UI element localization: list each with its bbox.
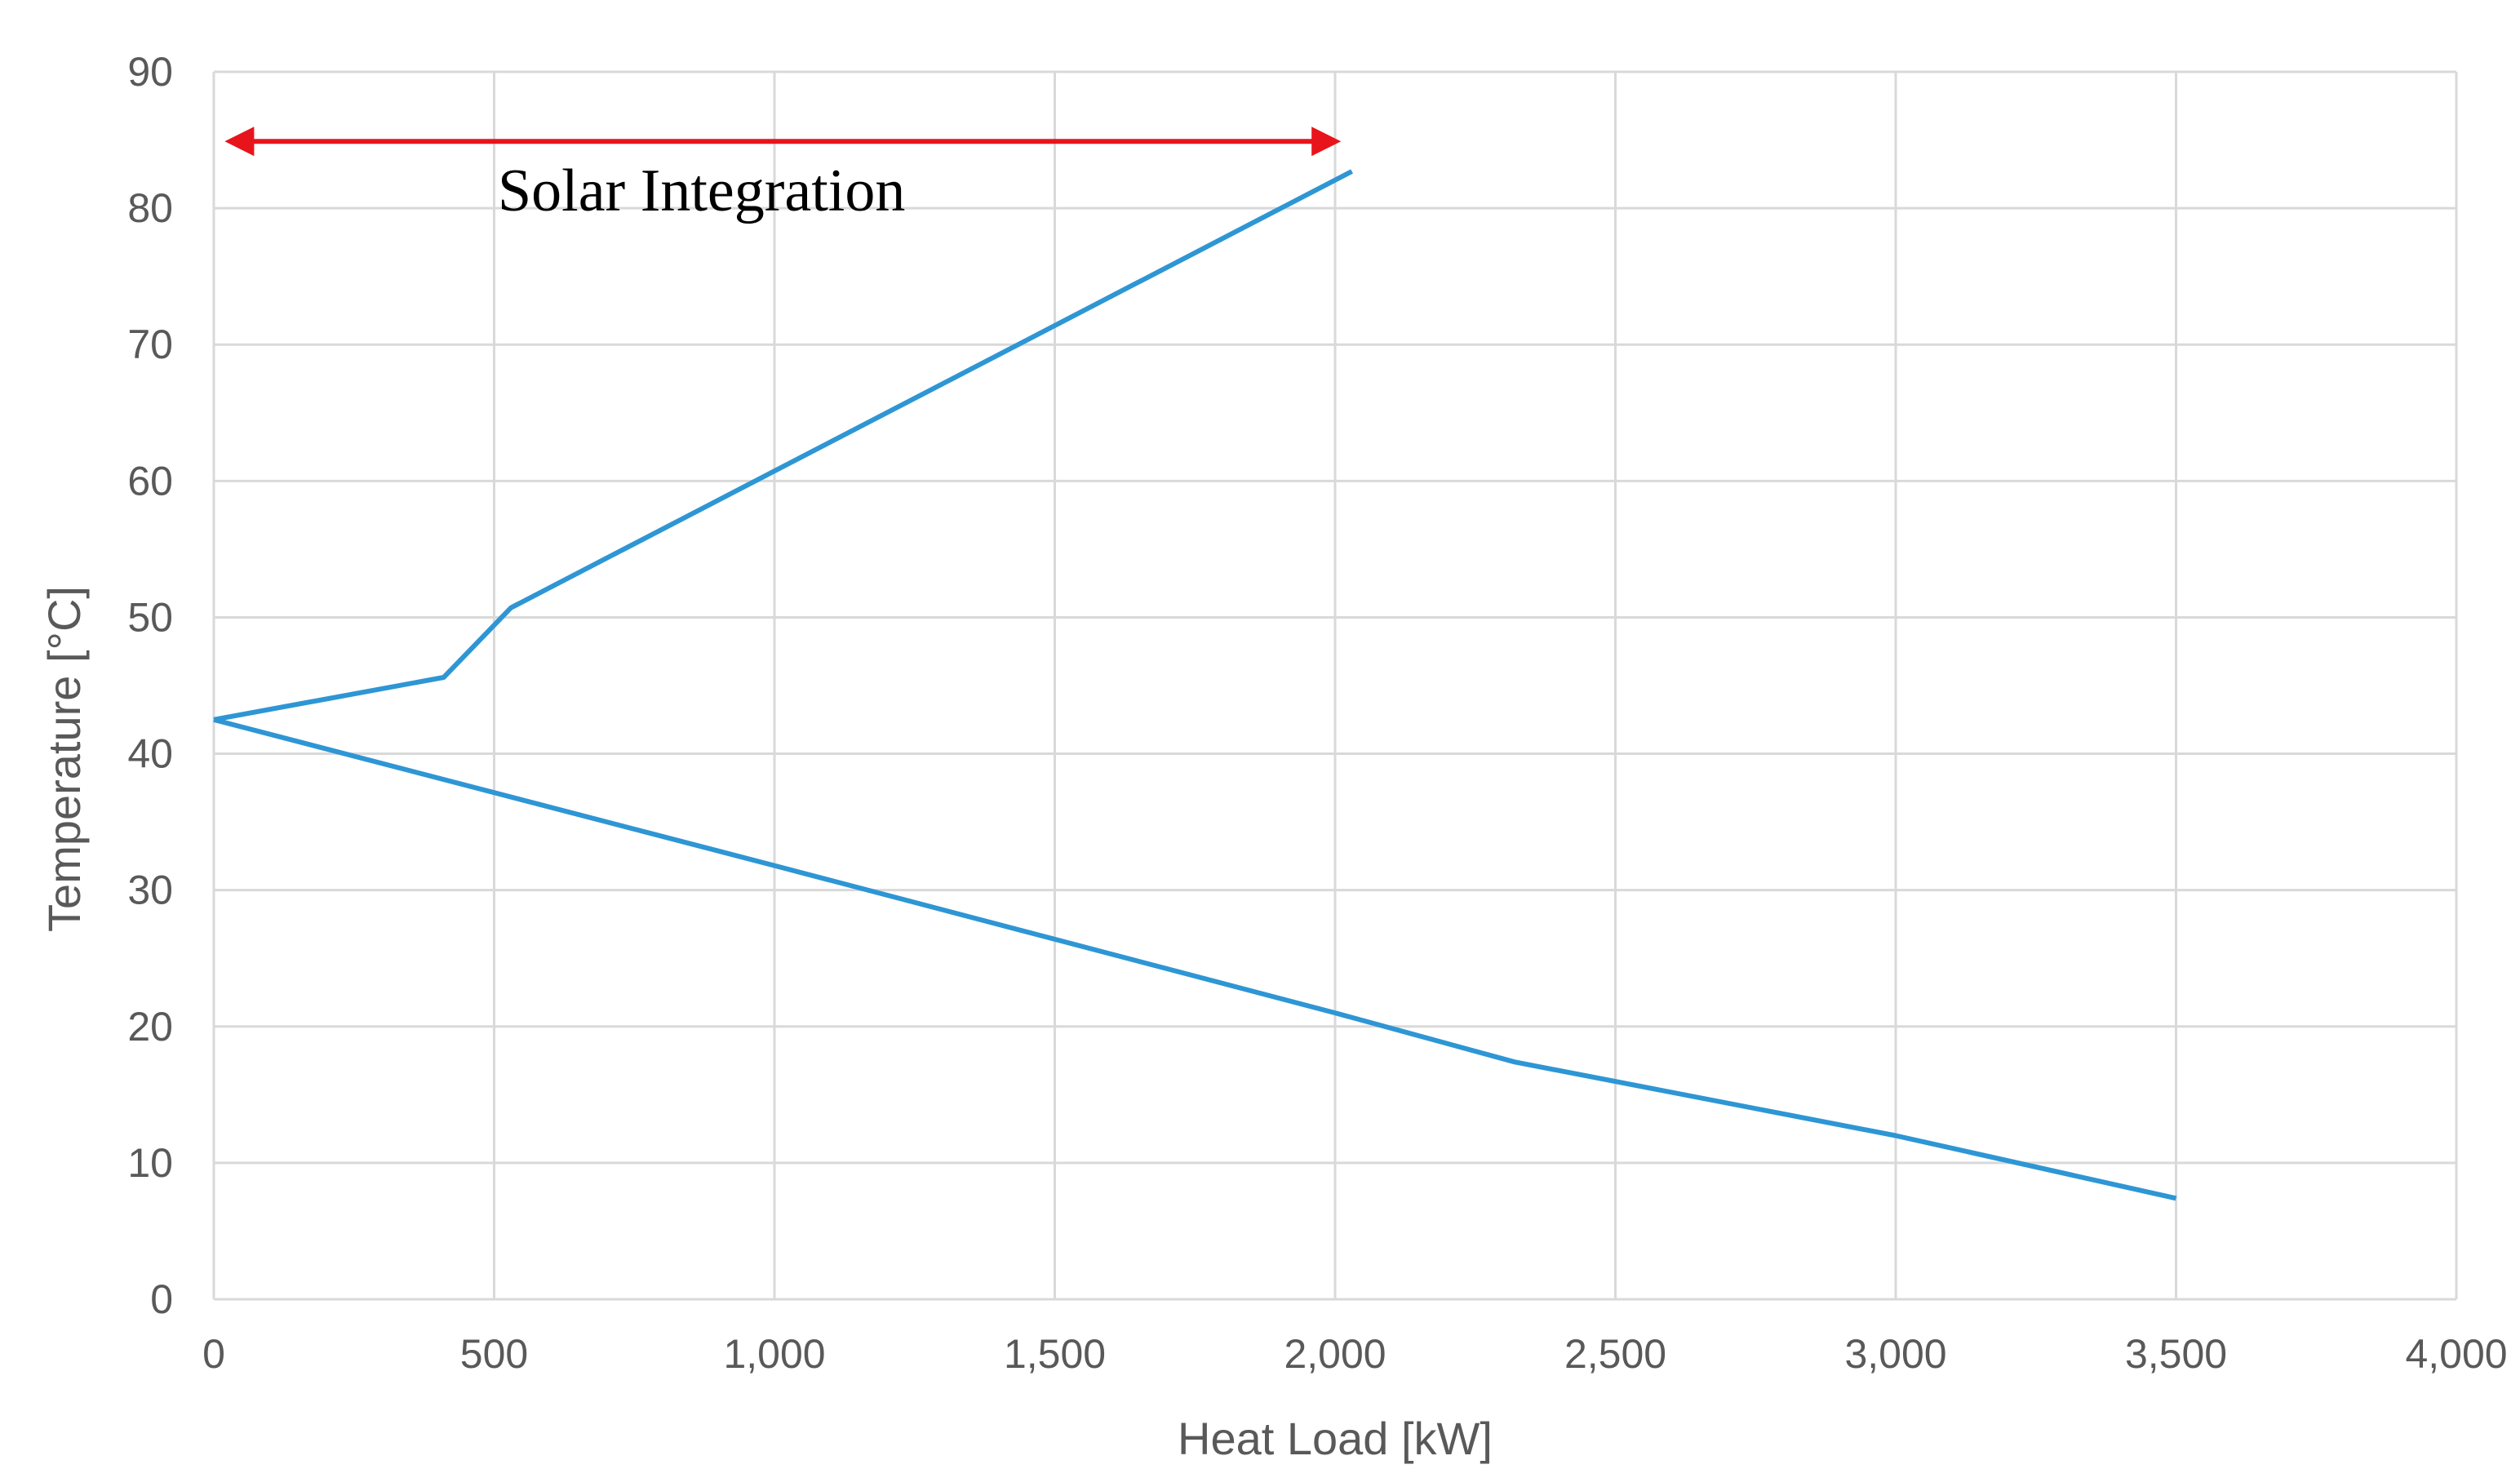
x-tick-label: 0: [202, 1331, 225, 1377]
x-tick-label: 4,000: [2405, 1331, 2507, 1377]
y-tick-label: 20: [127, 1004, 173, 1050]
x-tick-label: 3,500: [2125, 1331, 2227, 1377]
y-tick-label: 10: [127, 1140, 173, 1186]
series-line-lower: [213, 717, 2177, 1201]
annotation-group: Solar Integration: [224, 126, 1342, 224]
x-tick-label: 500: [460, 1331, 528, 1377]
y-tick-label: 60: [127, 458, 173, 504]
y-tick-label: 30: [127, 868, 173, 913]
y-axis-title: Temperature [°C]: [38, 586, 90, 932]
solar-integration-label: Solar Integration: [498, 158, 905, 224]
grid: [214, 70, 2458, 1301]
y-tick-label: 40: [127, 731, 173, 777]
x-tick-label: 2,500: [1564, 1331, 1666, 1377]
x-tick-label: 1,000: [723, 1331, 825, 1377]
plot-area: [213, 169, 2177, 1201]
y-tick-label: 70: [127, 322, 173, 367]
y-tick-label: 0: [150, 1276, 173, 1322]
y-tick-label: 90: [127, 49, 173, 95]
x-tick-label: 3,000: [1844, 1331, 1946, 1377]
axes: 0 10 20 30 40 50 60 70 80 90 0 500 1,000 1,500 2,000 2,…: [127, 49, 2507, 1377]
y-tick-label: 80: [127, 185, 173, 231]
series-line-upper: [213, 169, 1353, 722]
x-tick-label: 1,500: [1004, 1331, 1106, 1377]
y-tick-label: 50: [127, 594, 173, 640]
x-axis-title: Heat Load [kW]: [1178, 1413, 1493, 1464]
x-tick-label: 2,000: [1284, 1331, 1386, 1377]
